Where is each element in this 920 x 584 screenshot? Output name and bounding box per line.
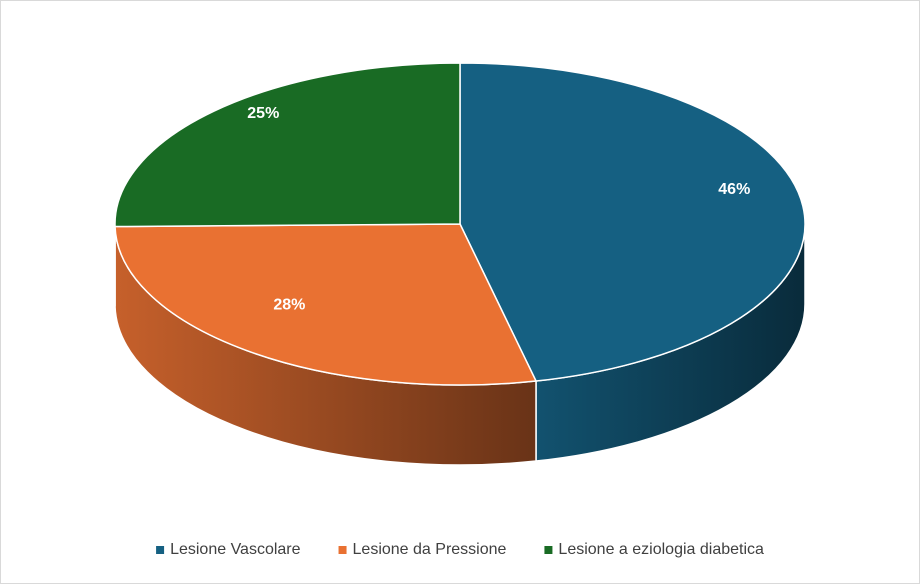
- slice: [459, 62, 806, 382]
- legend-label: Lesione Vascolare: [170, 541, 301, 558]
- data-label: 25%: [247, 105, 279, 122]
- legend-swatch: [156, 546, 165, 554]
- data-label: 28%: [273, 296, 305, 313]
- legend: Lesione Vascolare Lesione da Pressione Les…: [156, 541, 764, 558]
- slice: [114, 223, 538, 386]
- data-label: 46%: [718, 181, 750, 198]
- legend-swatch: [544, 546, 553, 554]
- legend-swatch: [338, 546, 347, 554]
- slice: [114, 62, 461, 228]
- legend-label: Lesione da Pressione: [353, 541, 507, 558]
- legend-label: Lesione a eziologia diabetica: [558, 541, 764, 558]
